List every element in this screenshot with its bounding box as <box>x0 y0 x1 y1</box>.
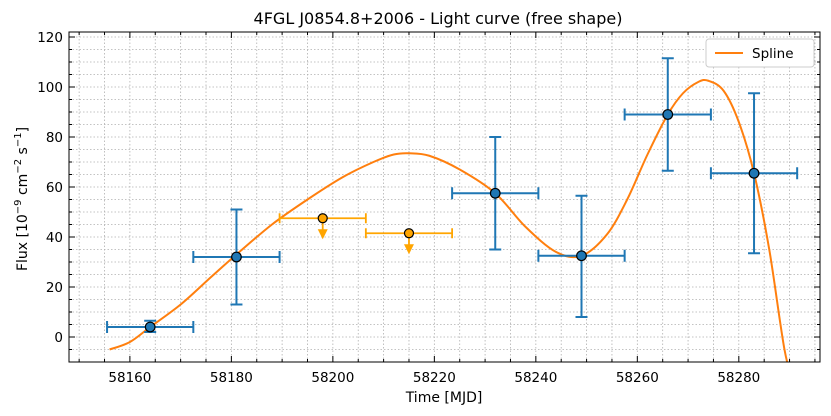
x-tick-label: 58220 <box>413 370 456 386</box>
upper-limit-series <box>278 213 454 255</box>
y-label-exponent: −1 <box>13 132 24 147</box>
data-point <box>662 109 674 120</box>
upper-limit-arrow-head <box>403 244 414 255</box>
y-axis-label: Flux [10−9 cm−2 s−1] <box>13 127 31 271</box>
y-tick-label: 20 <box>46 280 63 296</box>
data-point <box>748 167 760 179</box>
legend-box <box>705 38 815 68</box>
data-point <box>576 250 587 262</box>
y-tick-label: 40 <box>46 230 63 246</box>
y-label-part: ] <box>15 127 31 132</box>
svg-text:Flux [10−9 cm−2 s−1]: Flux [10−9 cm−2 s−1] <box>13 127 31 271</box>
y-tick-label: 100 <box>37 80 63 96</box>
y-label-part: cm <box>15 174 31 200</box>
y-tick-label: 0 <box>54 330 63 346</box>
y-tick-label: 120 <box>37 30 63 46</box>
y-label-part: Flux [10 <box>15 214 31 271</box>
chart-title: 4FGL J0854.8+2006 - Light curve (free sh… <box>254 9 623 28</box>
y-label-exponent: −2 <box>13 159 24 174</box>
x-tick-label: 58200 <box>311 370 354 386</box>
legend: Spline <box>705 38 815 68</box>
detection-series <box>106 57 799 333</box>
y-label-part: s <box>15 147 31 159</box>
x-tick-label: 58260 <box>616 370 659 386</box>
ticks <box>69 32 820 363</box>
y-tick-label: 80 <box>46 130 63 146</box>
x-tick-label: 58280 <box>717 370 760 386</box>
grid <box>69 32 820 363</box>
data-point <box>144 321 156 333</box>
plot-frame <box>68 31 821 363</box>
y-label-exponent: −9 <box>13 199 24 214</box>
upper-limit-arrow-head <box>317 229 328 240</box>
upper-limit-point <box>403 228 415 239</box>
y-tick-label: 60 <box>46 180 63 196</box>
x-tick-label: 58180 <box>210 370 253 386</box>
x-axis-label: Time [MJD] <box>405 390 483 406</box>
x-tick-label: 58160 <box>108 370 151 386</box>
legend-spline-label: Spline <box>752 46 794 62</box>
y-tick-labels: 0 20 40 60 80 100 120 <box>37 30 63 346</box>
x-tick-labels: 58160 58180 58200 58220 58240 58260 58280 <box>108 370 760 386</box>
upper-limit-point <box>317 213 328 224</box>
x-tick-label: 58240 <box>514 370 557 386</box>
data-point <box>231 251 242 263</box>
data-point <box>489 187 501 199</box>
